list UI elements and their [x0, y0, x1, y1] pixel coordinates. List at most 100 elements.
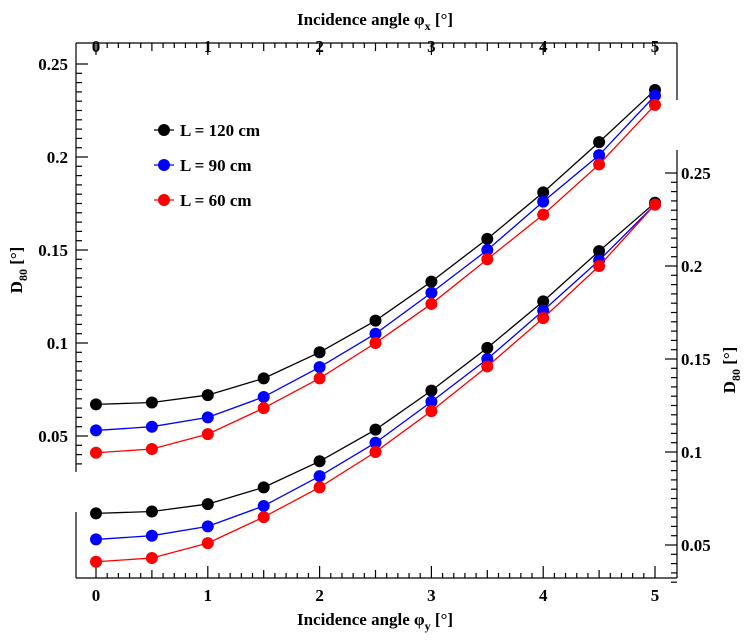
lower-data-point — [90, 533, 102, 546]
upper-data-point — [313, 346, 326, 359]
lower-data-point — [313, 470, 326, 483]
upper-data-point — [481, 244, 494, 256]
upper-data-point — [537, 186, 550, 199]
upper-data-point — [593, 158, 606, 171]
lower-data-point — [257, 511, 270, 524]
upper-series-line-1 — [95, 95, 656, 432]
top-x-axis-title: Incidence angle φx [°] — [297, 10, 453, 33]
bottom-x-tick-label: 2 — [315, 586, 324, 605]
upper-data-point — [537, 195, 550, 208]
lower-data-point — [313, 455, 326, 468]
lower-data-point — [313, 481, 326, 494]
upper-data-point — [537, 208, 550, 221]
lower-data-point — [201, 498, 214, 511]
upper-data-point — [425, 275, 438, 288]
upper-data-point — [425, 286, 438, 299]
upper-data-point — [145, 443, 158, 456]
upper-data-point — [313, 372, 326, 385]
bottom-x-tick-label: 0 — [92, 586, 101, 605]
lower-data-point — [481, 341, 494, 354]
upper-data-point — [201, 411, 214, 424]
lower-data-point — [593, 245, 606, 258]
upper-data-point — [425, 297, 438, 310]
upper-data-point — [593, 136, 606, 149]
top-x-tick-label: 3 — [427, 37, 436, 56]
axis-titles: Incidence angle φx [°] Incidence angle φy… — [7, 10, 743, 633]
upper-data-point — [313, 361, 326, 374]
lower-data-point — [369, 423, 382, 436]
upper-data-point — [481, 232, 494, 245]
right-y-tick-label: 0.2 — [681, 257, 702, 276]
legend-label: L = 60 cm — [180, 191, 252, 210]
right-y-tick-label: 0.1 — [681, 443, 702, 462]
legend-label: L = 120 cm — [180, 121, 260, 140]
lower-data-point — [369, 436, 382, 449]
bottom-x-axis-title: Incidence angle φy [°] — [297, 610, 453, 633]
lower-data-point — [145, 529, 158, 542]
upper-panel-series — [90, 84, 661, 459]
lower-data-point — [425, 405, 438, 418]
legend-marker — [158, 159, 170, 171]
top-x-tick-label: 4 — [539, 37, 548, 56]
top-x-tick-label: 2 — [315, 37, 324, 56]
lower-data-point — [369, 446, 382, 458]
upper-data-point — [201, 428, 214, 441]
upper-data-point — [257, 402, 270, 415]
upper-data-point — [649, 98, 661, 111]
lower-data-point — [90, 507, 102, 520]
right-y-tick-label: 0.25 — [681, 164, 711, 183]
left-y-tick-label: 0.25 — [38, 55, 68, 74]
legend-marker — [158, 124, 170, 136]
lower-series-line-1 — [95, 204, 656, 541]
right-y-axis-title: D80 [°] — [720, 347, 743, 394]
left-y-tick-label: 0.1 — [47, 334, 68, 353]
lower-data-point — [425, 384, 438, 397]
upper-data-point — [90, 398, 102, 411]
lower-series-line-0 — [95, 202, 656, 515]
lower-data-point — [257, 481, 270, 494]
upper-data-point — [257, 372, 270, 385]
bottom-x-tick-label: 5 — [651, 586, 660, 605]
left-y-tick-label: 0.15 — [38, 241, 68, 260]
upper-data-point — [481, 253, 494, 266]
lower-data-point — [257, 499, 270, 512]
legend-label: L = 90 cm — [180, 156, 252, 175]
lower-data-point — [481, 360, 494, 373]
bottom-x-tick-label: 4 — [539, 586, 548, 605]
right-y-tick-label: 0.15 — [681, 350, 711, 369]
lower-data-point — [537, 295, 550, 308]
lower-data-point — [201, 520, 214, 533]
upper-data-point — [90, 424, 102, 437]
axes: 0 1 2 3 4 5 0 1 2 3 4 5 0.05 0.1 0.15 0.2 0.25 0.05 0.1 0.1… — [38, 37, 711, 605]
upper-data-point — [201, 389, 214, 402]
left-y-tick-label: 0.2 — [47, 148, 68, 167]
lower-data-point — [201, 537, 214, 550]
upper-data-point — [369, 314, 382, 327]
upper-data-point — [649, 89, 661, 102]
upper-data-point — [369, 327, 382, 340]
upper-data-point — [593, 149, 606, 162]
legend: L = 120 cm L = 90 cm L = 60 cm — [154, 121, 260, 210]
right-y-tick-label: 0.05 — [681, 536, 711, 555]
bottom-x-tick-label: 1 — [204, 586, 213, 605]
lower-data-point — [425, 395, 438, 408]
left-y-tick-label: 0.05 — [38, 427, 68, 446]
lower-panel-series — [90, 196, 661, 568]
top-x-tick-label: 0 — [92, 37, 101, 56]
lower-data-point — [145, 505, 158, 518]
bottom-x-tick-label: 3 — [427, 586, 436, 605]
lower-data-point — [593, 260, 606, 272]
upper-data-point — [257, 390, 270, 403]
upper-data-point — [90, 446, 102, 459]
left-y-axis-title: D80 [°] — [7, 247, 30, 294]
lower-data-point — [90, 555, 102, 568]
upper-data-point — [145, 420, 158, 433]
legend-marker — [158, 194, 170, 206]
top-x-tick-label: 1 — [204, 37, 213, 56]
lower-data-point — [537, 312, 550, 325]
upper-data-point — [369, 337, 382, 349]
top-x-tick-label: 5 — [651, 37, 660, 56]
upper-data-point — [145, 396, 158, 409]
lower-data-point — [649, 198, 661, 211]
